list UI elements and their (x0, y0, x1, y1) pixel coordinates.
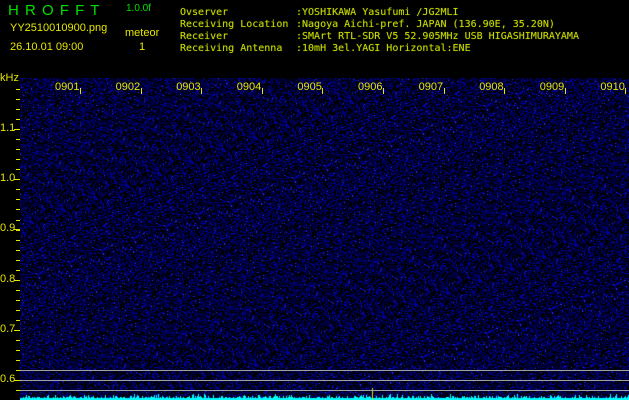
x-tick-label: 0907 (418, 81, 444, 93)
filename: YY2510010900.png (10, 22, 108, 34)
x-tick-label: 0906 (358, 81, 383, 93)
y-tick-label: 1.1 (0, 122, 16, 134)
y-tick-label: 1.0 (0, 172, 16, 185)
x-tick-label: 0905 (297, 81, 322, 93)
y-tick-label: 0.9 (0, 222, 16, 235)
y-tick-minor (16, 179, 20, 180)
y-tick-minor (16, 220, 20, 221)
y-tick-minor (16, 209, 20, 210)
x-tick-label: 0908 (479, 81, 504, 93)
y-tick-minor (16, 89, 20, 90)
x-tick-mark (625, 88, 627, 94)
y-tick-minor (16, 139, 20, 140)
y-tick-minor (16, 250, 20, 251)
y-unit-label: kHz (0, 72, 19, 84)
y-tick-minor (16, 240, 20, 241)
y-tick-minor (16, 340, 20, 341)
x-tick-label: 0904 (236, 81, 262, 93)
reference-line (20, 370, 629, 371)
x-tick-mark (383, 88, 384, 94)
y-tick-minor (16, 380, 20, 381)
y-tick-minor (16, 159, 20, 160)
x-tick-label: 0902 (115, 81, 141, 93)
y-tick-minor (16, 280, 20, 281)
y-tick-minor (16, 260, 20, 261)
y-tick-label: 0.7 (0, 322, 16, 335)
x-tick-label: 0909 (539, 81, 565, 93)
y-tick-minor (16, 350, 20, 351)
y-tick-minor (16, 129, 20, 130)
y-tick-minor (16, 99, 20, 100)
app-title: H R O F F T (8, 2, 101, 19)
y-tick-label: 0.6 (0, 373, 16, 385)
x-tick-mark (443, 88, 445, 94)
info-value: :YOSHIKAWA Yasufumi /JG2MLI (296, 7, 459, 18)
x-tick-mark (564, 88, 566, 94)
info-value: :10mH 3el.YAGI Horizontal:ENE (296, 43, 471, 54)
y-tick-minor (16, 310, 20, 311)
y-tick-minor (16, 189, 20, 190)
y-tick-label: 0.8 (0, 272, 16, 285)
info-label: Receiving Antenna (180, 43, 283, 54)
y-tick-minor (16, 199, 20, 200)
x-tick-mark (504, 88, 506, 94)
x-tick-mark (80, 88, 81, 94)
y-tick-minor (16, 320, 20, 321)
info-label: Ovserver (180, 7, 229, 18)
reference-line (20, 390, 629, 391)
x-tick-mark (140, 88, 142, 94)
y-tick-minor (16, 300, 20, 301)
x-tick-label: 0903 (176, 81, 201, 93)
x-tick-label: 0910 (600, 81, 625, 93)
x-tick-mark (322, 88, 324, 94)
y-tick-minor (16, 149, 20, 150)
x-tick-mark (261, 88, 263, 94)
y-tick-minor (16, 230, 20, 231)
meteor-count: 1 (139, 41, 146, 53)
y-tick-minor (16, 270, 20, 271)
y-tick-minor (16, 330, 20, 331)
y-tick-major (14, 229, 20, 231)
y-tick-minor (16, 169, 20, 170)
meteor-label: meteor (125, 27, 160, 39)
version-label: 1.0.0f (126, 3, 152, 14)
info-label: Receiving Location (180, 19, 289, 30)
y-tick-minor (16, 360, 20, 361)
x-tick-label: 0901 (55, 81, 80, 93)
x-tick-mark (201, 88, 203, 94)
y-tick-minor (16, 390, 20, 391)
y-tick-minor (16, 370, 20, 371)
y-tick-minor (16, 109, 20, 110)
info-label: Receiver (180, 31, 229, 42)
waterfall-spectrogram (20, 78, 629, 400)
y-tick-minor (16, 290, 20, 291)
y-tick-minor (16, 119, 20, 120)
info-value: :SMArt RTL-SDR V5 52.905MHz USB HIGASHIM… (296, 31, 579, 42)
info-value: :Nagoya Aichi-pref. JAPAN (136.90E, 35.2… (296, 19, 555, 30)
datetime: 26.10.01 09:00 (10, 41, 84, 53)
reference-line (20, 380, 629, 381)
